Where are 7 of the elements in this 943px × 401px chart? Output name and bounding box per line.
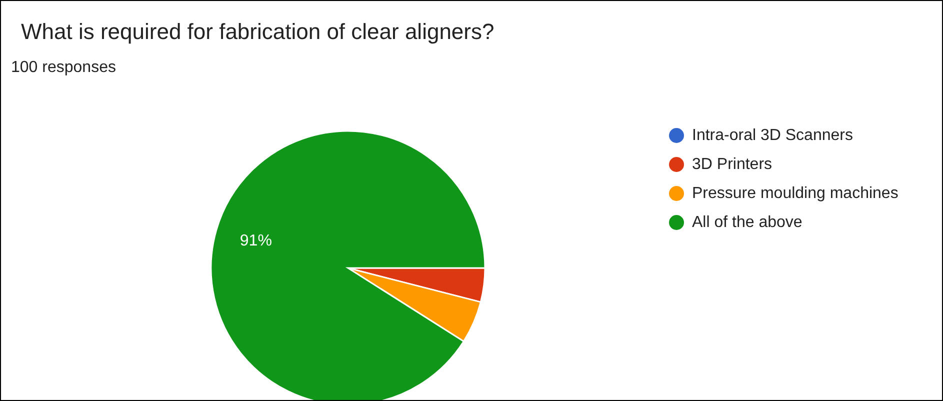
- chart-title: What is required for fabrication of clear aligners?: [21, 19, 494, 45]
- legend-label: All of the above: [692, 214, 802, 232]
- legend-label: Pressure moulding machines: [692, 184, 898, 202]
- text: 100 responses: [11, 59, 116, 77]
- legend-label: 3D Printers: [692, 156, 772, 174]
- legend-label: Intra-oral 3D Scanners: [692, 126, 853, 144]
- data-label: 91%: [240, 232, 272, 250]
